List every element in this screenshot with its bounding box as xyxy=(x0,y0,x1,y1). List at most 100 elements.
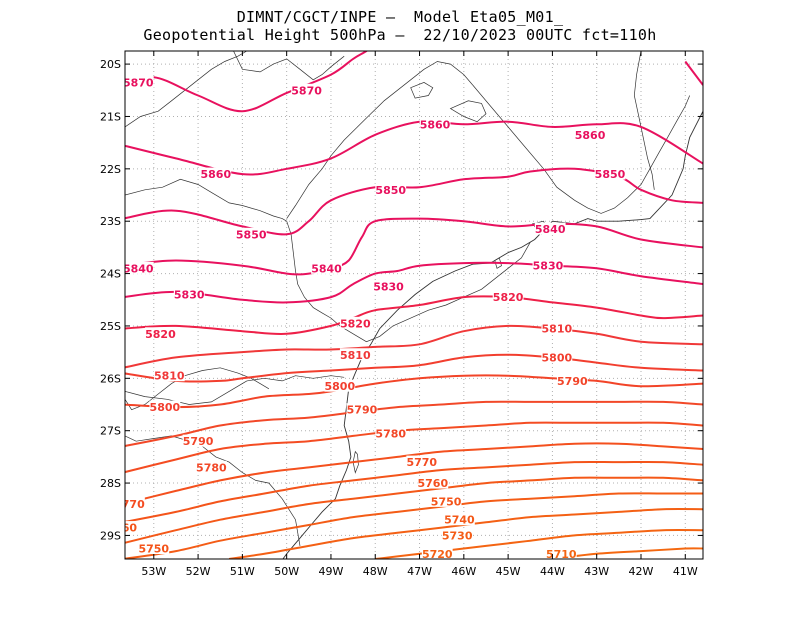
contour-label-bg xyxy=(311,261,342,274)
lon-tick-label: 49W xyxy=(319,565,344,578)
contour-label: 5810 xyxy=(154,370,185,383)
contour-label: 5830 xyxy=(373,281,404,294)
contour-label: 5850 xyxy=(236,228,267,241)
lon-tick-label: 43W xyxy=(584,565,609,578)
island-outline xyxy=(449,100,487,123)
contour-5810 xyxy=(125,324,703,369)
axis-ticks: 53W 52W 51W 50W 49W 48W 47W 46W 45W 44W 43W 42W 41W 2… xyxy=(100,51,703,578)
lat-tick-label: 25S xyxy=(100,320,121,333)
contour-label-bg xyxy=(149,400,181,413)
contour-label-bg xyxy=(125,521,138,534)
contour-label-bg xyxy=(375,426,407,439)
contour-5700 xyxy=(552,547,703,559)
contour-label: 5810 xyxy=(340,349,371,362)
contour-label-bg xyxy=(375,183,407,196)
lat-tick-label: 23S xyxy=(100,215,121,228)
contour-label: 5740 xyxy=(444,514,475,527)
contour-5770 xyxy=(125,421,703,474)
contour-label: 5860 xyxy=(575,129,606,142)
contour-label: 5710 xyxy=(546,548,577,561)
contour-5860 xyxy=(125,120,703,176)
state-border xyxy=(286,61,473,219)
lon-tick-label: 42W xyxy=(629,565,654,578)
contour-label-bg xyxy=(373,280,404,293)
state-border xyxy=(125,178,287,222)
contour-label: 5810 xyxy=(542,323,573,336)
lat-tick-label: 21S xyxy=(100,110,121,123)
contour-label-bg xyxy=(153,369,185,382)
contour-5870 xyxy=(125,51,369,113)
lon-tick-label: 47W xyxy=(407,565,432,578)
contour-label-bg xyxy=(125,261,154,274)
state-border xyxy=(472,84,691,214)
contour-label: 5770 xyxy=(114,498,145,511)
contour-label-bg xyxy=(182,434,214,447)
contour-5740 xyxy=(125,476,703,544)
contour-label: 5750 xyxy=(138,543,169,556)
lon-tick-label: 44W xyxy=(540,565,565,578)
contour-label: 5790 xyxy=(347,404,378,417)
contour-5830 xyxy=(125,261,703,304)
coastline-and-borders xyxy=(125,51,703,559)
state-border xyxy=(125,51,247,128)
contour-label: 5870 xyxy=(291,84,322,97)
contour-label-bg xyxy=(291,83,322,96)
contour-label-bg xyxy=(417,476,449,489)
contour-5870 xyxy=(684,60,703,86)
contour-label: 5780 xyxy=(196,461,227,474)
contour-label: 5780 xyxy=(375,427,406,440)
contour-label-bg xyxy=(125,75,154,88)
contour-label-bg xyxy=(574,128,606,141)
contour-label: 60 xyxy=(122,522,138,535)
contour-label-bg xyxy=(138,542,170,555)
contour-label-bg xyxy=(406,455,438,468)
contour-5800 xyxy=(125,353,703,383)
contour-label: 5750 xyxy=(431,495,462,508)
contour-label: 5840 xyxy=(535,223,566,236)
lon-tick-label: 51W xyxy=(230,565,255,578)
lon-tick-label: 52W xyxy=(186,565,211,578)
contour-label-bg xyxy=(545,547,577,559)
contour-label-bg xyxy=(556,374,588,387)
contour-label: 5730 xyxy=(442,529,473,542)
contour-label-bg xyxy=(145,327,176,340)
lat-tick-label: 27S xyxy=(100,425,121,438)
lat-tick-label: 29S xyxy=(100,529,121,542)
contour-label-bg xyxy=(324,379,356,392)
contour-label: 5820 xyxy=(340,317,371,330)
contour-label-bg xyxy=(346,403,378,416)
contour-label-bg xyxy=(430,494,462,507)
contour-label: 5800 xyxy=(542,351,573,364)
contour-label: 5850 xyxy=(595,168,626,181)
contour-5780 xyxy=(125,400,703,447)
island-outline xyxy=(410,82,434,99)
height-contours xyxy=(125,51,703,559)
lon-tick-label: 48W xyxy=(363,565,388,578)
contour-5710 xyxy=(375,529,703,559)
contour-label: 5790 xyxy=(183,435,214,448)
contour-label-bg xyxy=(421,547,453,559)
contour-label-bg xyxy=(419,117,451,130)
contour-label: 5770 xyxy=(406,456,437,469)
contour-label-bg xyxy=(200,167,232,180)
state-border xyxy=(125,375,345,405)
lat-tick-label: 22S xyxy=(100,163,121,176)
coastline xyxy=(282,110,703,559)
contour-label-bg xyxy=(534,222,566,235)
island-outline xyxy=(352,450,359,474)
contour-label-bg xyxy=(594,167,626,180)
contour-label-bg xyxy=(173,288,205,301)
contour-label: 5790 xyxy=(557,375,588,388)
contour-label: 5850 xyxy=(375,184,406,197)
contour-5760 xyxy=(125,442,703,505)
chart-title-line-2: Geopotential Height 500hPa – 22/10/2023 … xyxy=(143,26,657,44)
lat-tick-label: 24S xyxy=(100,268,121,281)
contour-label-bg xyxy=(125,497,145,510)
contour-5840 xyxy=(125,217,703,276)
contour-label: 5820 xyxy=(145,328,176,341)
contour-label: 5800 xyxy=(150,401,181,414)
contour-5730 xyxy=(125,492,703,559)
contour-label: 5760 xyxy=(418,477,449,490)
lon-tick-label: 41W xyxy=(673,565,698,578)
